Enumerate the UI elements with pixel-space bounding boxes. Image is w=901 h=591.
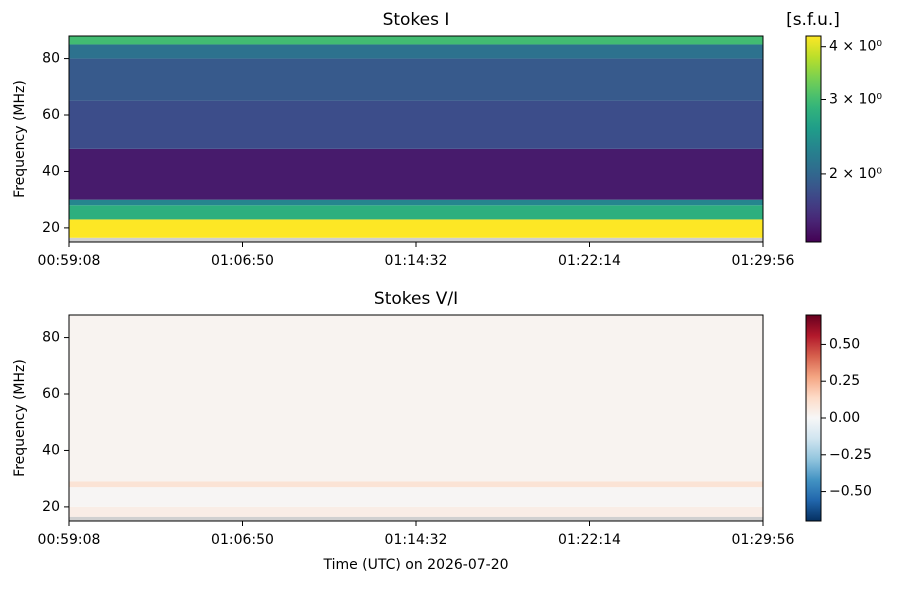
colorbar-label: [s.f.u.] xyxy=(786,10,840,30)
band xyxy=(69,148,763,200)
x-tick-label: 01:06:50 xyxy=(211,532,274,548)
x-tick-label: 01:29:56 xyxy=(732,253,795,269)
x-tick-label: 01:29:56 xyxy=(732,532,795,548)
band xyxy=(69,315,763,482)
x-tick-label: 01:22:14 xyxy=(558,253,621,269)
x-axis-label: Time (UTC) on 2026-07-20 xyxy=(322,557,508,573)
band xyxy=(69,219,763,238)
y-tick-label: 60 xyxy=(42,107,60,123)
y-axis-label: Frequency (MHz) xyxy=(12,80,28,198)
y-tick-label: 80 xyxy=(42,51,60,67)
band xyxy=(69,36,763,45)
band xyxy=(69,506,763,517)
y-tick-label: 20 xyxy=(42,499,60,515)
y-tick-label: 40 xyxy=(42,442,60,458)
colorbar-tick-label: −0.50 xyxy=(829,484,872,500)
colorbar-tick-label: 4 × 10⁰ xyxy=(829,39,882,55)
band xyxy=(69,100,763,149)
x-tick-label: 01:14:32 xyxy=(385,532,448,548)
colorbar-tick-label: 0.25 xyxy=(829,373,860,389)
chart-title: Stokes I xyxy=(383,10,450,30)
x-tick-label: 00:59:08 xyxy=(38,532,101,548)
band xyxy=(69,481,763,488)
colorbar-tick-label: −0.25 xyxy=(829,447,872,463)
chart-title: Stokes V/I xyxy=(374,289,458,309)
band xyxy=(69,487,763,507)
x-tick-label: 00:59:08 xyxy=(38,253,101,269)
colorbar xyxy=(805,35,822,243)
x-tick-label: 01:22:14 xyxy=(558,532,621,548)
y-tick-label: 60 xyxy=(42,386,60,402)
y-tick-label: 20 xyxy=(42,220,60,236)
x-tick-label: 01:06:50 xyxy=(211,253,274,269)
masked-band xyxy=(69,516,763,521)
masked-band xyxy=(69,237,763,242)
colorbar-tick-label: 2 × 10⁰ xyxy=(829,166,882,182)
colorbar-tick-label: 3 × 10⁰ xyxy=(829,91,882,107)
y-axis-label: Frequency (MHz) xyxy=(12,359,28,477)
band xyxy=(69,44,763,59)
y-tick-label: 40 xyxy=(42,163,60,179)
band xyxy=(69,58,763,101)
colorbar-tick-label: 0.00 xyxy=(829,410,860,426)
colorbar-tick-label: 0.50 xyxy=(829,336,860,352)
x-tick-label: 01:14:32 xyxy=(385,253,448,269)
band xyxy=(69,199,763,206)
y-tick-label: 80 xyxy=(42,330,60,346)
band xyxy=(69,205,763,220)
colorbar xyxy=(805,314,822,522)
